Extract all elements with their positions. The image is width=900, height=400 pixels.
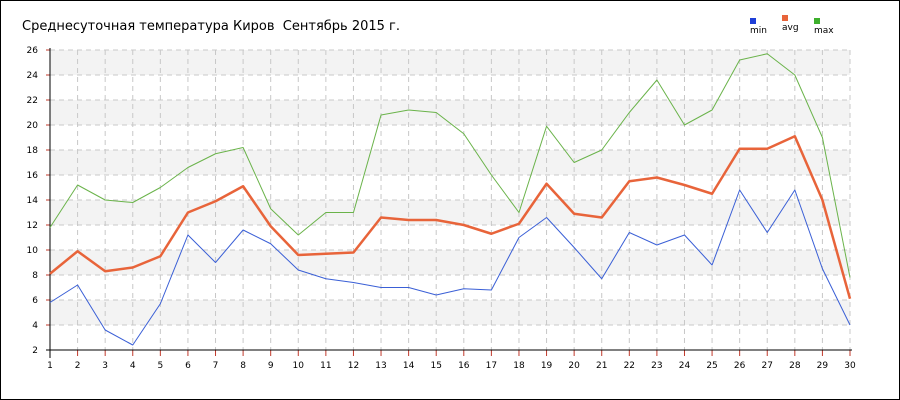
legend-label-avg: avg (782, 23, 799, 33)
y-tick-label: 6 (32, 296, 38, 306)
x-tick-label: 22 (624, 361, 635, 371)
x-tick-label: 17 (486, 361, 497, 371)
y-tick-label: 26 (27, 46, 39, 56)
y-tick-label: 24 (27, 71, 39, 81)
x-tick-label: 30 (844, 361, 856, 371)
chart-title: Среднесуточная температура Киров Сентябр… (22, 19, 401, 34)
legend-item-max: max (814, 16, 834, 37)
grid-band (50, 300, 850, 325)
x-tick-label: 12 (348, 361, 359, 371)
series-line-max (49, 53, 851, 278)
x-tick-label: 3 (102, 361, 108, 371)
x-tick-label: 26 (734, 361, 746, 371)
legend-item-min: min (750, 16, 767, 37)
y-tick-label: 22 (27, 96, 38, 106)
legend-item-avg: avg (782, 13, 799, 34)
x-tick-label: 4 (130, 361, 136, 371)
x-tick-label: 16 (458, 361, 470, 371)
x-tick-label: 24 (679, 361, 691, 371)
x-tick-label: 5 (157, 361, 163, 371)
series-line-avg (49, 135, 852, 300)
x-tick-label: 14 (403, 361, 415, 371)
y-tick-label: 8 (32, 271, 38, 281)
x-tick-label: 27 (762, 361, 773, 371)
grid-band (50, 250, 850, 275)
x-tick-label: 9 (268, 361, 274, 371)
x-tick-label: 19 (541, 361, 553, 371)
x-tick-label: 15 (430, 361, 441, 371)
x-tick-label: 2 (75, 361, 81, 371)
x-tick-label: 23 (651, 361, 662, 371)
x-tick-label: 13 (375, 361, 386, 371)
y-tick-label: 4 (32, 321, 38, 331)
x-tick-label: 11 (320, 361, 331, 371)
legend-label-max: max (814, 26, 834, 36)
grid-band (50, 100, 850, 125)
x-tick-label: 8 (240, 361, 246, 371)
y-tick-label: 16 (27, 171, 39, 181)
x-tick-label: 6 (185, 361, 191, 371)
y-tick-label: 20 (27, 121, 39, 131)
y-tick-label: 18 (27, 146, 39, 156)
legend-swatch-min (750, 17, 756, 24)
y-tick-label: 14 (27, 196, 39, 206)
x-tick-label: 29 (817, 361, 829, 371)
x-tick-label: 10 (293, 361, 305, 371)
x-tick-label: 18 (513, 361, 525, 371)
legend-swatch-max (814, 17, 820, 24)
x-tick-label: 21 (596, 361, 607, 371)
series-line-min (49, 189, 851, 346)
x-tick-label: 7 (213, 361, 219, 371)
y-tick-label: 10 (27, 246, 39, 256)
x-tick-label: 1 (47, 361, 53, 371)
y-tick-label: 12 (27, 221, 38, 231)
x-tick-label: 28 (789, 361, 801, 371)
legend-swatch-avg (782, 14, 788, 21)
x-tick-label: 20 (568, 361, 580, 371)
x-tick-label: 25 (706, 361, 717, 371)
legend-label-min: min (750, 26, 767, 36)
y-tick-label: 2 (32, 346, 38, 356)
grid-band (50, 50, 850, 75)
